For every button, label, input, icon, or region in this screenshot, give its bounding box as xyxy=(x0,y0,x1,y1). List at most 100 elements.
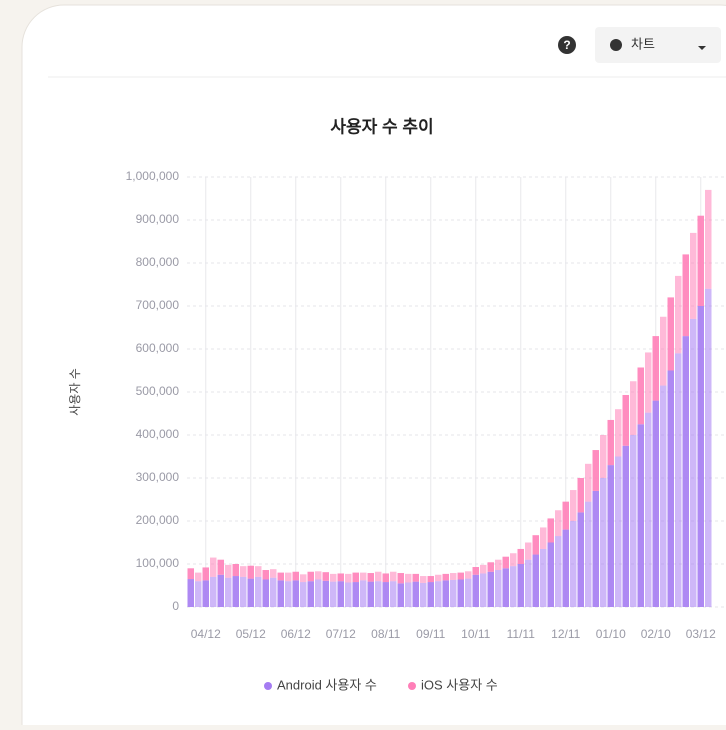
bar xyxy=(697,215,704,306)
help-icon[interactable] xyxy=(558,36,576,54)
bar xyxy=(450,579,457,607)
bar xyxy=(292,571,299,581)
bar xyxy=(630,381,637,435)
bar xyxy=(240,576,247,607)
bar xyxy=(382,573,389,583)
bar xyxy=(585,501,592,607)
bar xyxy=(255,576,262,607)
bar xyxy=(615,409,622,457)
bar xyxy=(427,582,434,607)
dropdown-arrow xyxy=(698,46,706,50)
bar xyxy=(390,571,397,582)
bar xyxy=(652,400,659,607)
bar xyxy=(202,580,209,607)
bar xyxy=(622,395,629,446)
bar xyxy=(322,572,329,581)
bar xyxy=(450,573,457,580)
bar xyxy=(562,501,569,530)
bar xyxy=(487,571,494,607)
bar xyxy=(262,570,269,580)
y-tick-label: 300,000 xyxy=(136,470,180,484)
bar xyxy=(195,581,202,607)
bar xyxy=(645,352,652,413)
bar xyxy=(675,353,682,607)
bar xyxy=(420,582,427,607)
pie-icon xyxy=(610,39,622,51)
view-label: 차트 xyxy=(631,36,655,51)
bar xyxy=(547,542,554,607)
view-select[interactable] xyxy=(595,27,721,63)
bar xyxy=(345,582,352,607)
bar xyxy=(630,435,637,607)
bar xyxy=(660,316,667,386)
bar xyxy=(495,559,502,571)
bar xyxy=(675,275,682,354)
bar xyxy=(472,567,479,575)
x-tick-label: 11/11 xyxy=(507,627,536,641)
bar xyxy=(315,571,322,580)
bar xyxy=(465,578,472,607)
bar xyxy=(360,580,367,607)
bar xyxy=(210,576,217,607)
bar xyxy=(570,490,577,521)
bar xyxy=(412,573,419,582)
bar xyxy=(345,573,352,583)
x-tick-label: 10/11 xyxy=(461,627,490,641)
bar xyxy=(307,581,314,607)
chart-title: 사용자 수 추이 xyxy=(330,117,433,136)
bar xyxy=(247,578,254,607)
x-tick-label: 06/12 xyxy=(281,627,311,641)
bar xyxy=(247,565,254,579)
x-tick-label: 01/10 xyxy=(596,627,626,641)
y-tick-label: 500,000 xyxy=(136,384,180,398)
bar xyxy=(255,566,262,577)
bar xyxy=(315,579,322,607)
bar xyxy=(607,419,614,466)
bar xyxy=(532,554,539,607)
bar xyxy=(555,510,562,537)
bar xyxy=(457,579,464,607)
bar xyxy=(690,232,697,319)
bar xyxy=(195,572,202,582)
bar xyxy=(510,553,517,567)
bar xyxy=(517,548,524,564)
bar xyxy=(697,306,704,607)
bar xyxy=(615,456,622,607)
bar xyxy=(435,581,442,607)
x-tick-label: 09/11 xyxy=(416,627,445,641)
bar xyxy=(585,463,592,502)
bar xyxy=(705,189,712,289)
bar xyxy=(600,435,607,478)
bar xyxy=(277,580,284,607)
bar xyxy=(382,582,389,607)
bar xyxy=(330,573,337,582)
bar xyxy=(352,572,359,583)
bar xyxy=(682,254,689,337)
legend-label: iOS 사용자 수 xyxy=(421,677,498,692)
bar xyxy=(592,450,599,491)
bar xyxy=(307,571,314,582)
bar xyxy=(525,542,532,560)
bar xyxy=(292,580,299,607)
x-tick-label: 02/10 xyxy=(641,627,671,641)
bar xyxy=(472,574,479,607)
bar xyxy=(225,564,232,578)
bar xyxy=(570,521,577,607)
bar xyxy=(262,579,269,607)
x-tick-label: 04/12 xyxy=(191,627,221,641)
bar xyxy=(682,336,689,607)
y-tick-label: 1,000,000 xyxy=(126,169,180,183)
bar xyxy=(495,570,502,607)
y-tick-label: 800,000 xyxy=(136,255,180,269)
bar xyxy=(510,566,517,607)
y-tick-label: 400,000 xyxy=(136,427,180,441)
x-tick-label: 08/11 xyxy=(371,627,400,641)
bar xyxy=(225,577,232,607)
bar xyxy=(352,582,359,607)
bar xyxy=(337,581,344,607)
bar xyxy=(405,582,412,607)
bar xyxy=(367,581,374,607)
bar xyxy=(202,567,209,581)
